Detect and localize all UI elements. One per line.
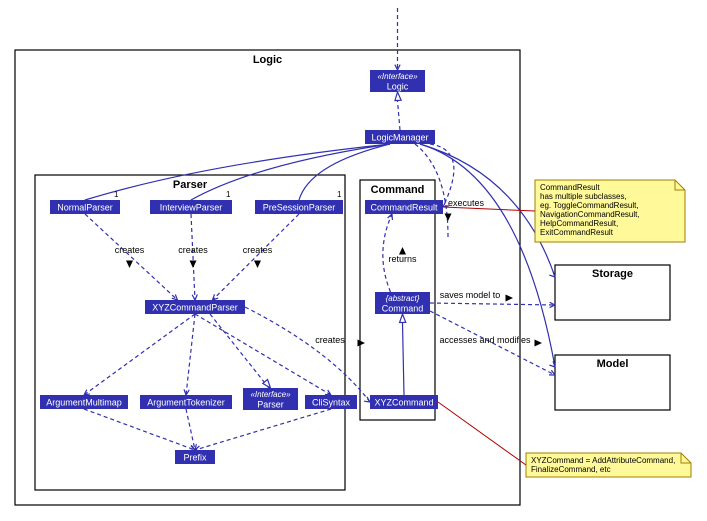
node-ifaceParser: «Interface»Parser (243, 388, 298, 410)
svg-text:PreSessionParser: PreSessionParser (263, 202, 336, 212)
svg-text:NormalParser: NormalParser (57, 202, 113, 212)
node-xyzCommand: XYZCommand (370, 395, 438, 409)
svg-text:Prefix: Prefix (183, 452, 207, 462)
svg-text:accesses and modifies: accesses and modifies (439, 335, 531, 345)
svg-text:Model: Model (597, 358, 629, 370)
svg-text:ArgumentMultimap: ArgumentMultimap (46, 397, 122, 407)
svg-text:NavigationCommandResult,: NavigationCommandResult, (540, 210, 640, 219)
svg-text:{abstract}: {abstract} (386, 294, 420, 303)
svg-text:Storage: Storage (592, 268, 633, 280)
svg-text:InterviewParser: InterviewParser (160, 202, 223, 212)
svg-text:XYZCommand = AddAttributeComma: XYZCommand = AddAttributeCommand, (531, 456, 675, 465)
svg-text:creates: creates (315, 335, 345, 345)
svg-text:executes: executes (448, 198, 485, 208)
svg-text:Parser: Parser (173, 179, 208, 191)
node-ifaceLogic: «Interface»Logic (370, 70, 425, 92)
svg-text:returns: returns (388, 254, 417, 264)
node-xyzCmdParser: XYZCommandParser (145, 300, 245, 314)
node-argMultimap: ArgumentMultimap (40, 395, 128, 409)
svg-text:has multiple subclasses,: has multiple subclasses, (540, 192, 627, 201)
svg-text:Logic: Logic (253, 54, 282, 66)
node-cliSyntax: CliSyntax (305, 395, 357, 409)
uml-diagram: Logic Parser Command Storage Model 1 1 1 creates… (0, 0, 707, 521)
svg-text:«Interface»: «Interface» (377, 72, 418, 81)
svg-text:1: 1 (226, 190, 231, 199)
node-argTokenizer: ArgumentTokenizer (140, 395, 232, 409)
svg-text:Logic: Logic (387, 81, 409, 91)
svg-text:CommandResult: CommandResult (540, 183, 600, 192)
svg-text:FinalizeCommand, etc: FinalizeCommand, etc (531, 465, 611, 474)
svg-text:Command: Command (382, 303, 424, 313)
svg-text:HelpCommandResult,: HelpCommandResult, (540, 219, 618, 228)
svg-text:ExitCommandResult: ExitCommandResult (540, 228, 614, 237)
node-abstractCmd: {abstract}Command (375, 292, 430, 314)
svg-text:creates: creates (178, 245, 208, 255)
node-commandResult: CommandResult (365, 200, 443, 214)
svg-text:«Interface»: «Interface» (250, 390, 291, 399)
node-logicManager: LogicManager (365, 130, 435, 144)
svg-text:1: 1 (337, 190, 342, 199)
svg-text:CliSyntax: CliSyntax (312, 397, 351, 407)
svg-text:XYZCommand: XYZCommand (374, 397, 433, 407)
node-interviewParser: InterviewParser (150, 200, 232, 214)
svg-text:eg. ToggleCommandResult,: eg. ToggleCommandResult, (540, 201, 639, 210)
svg-text:saves model to: saves model to (440, 290, 501, 300)
svg-text:XYZCommandParser: XYZCommandParser (152, 302, 238, 312)
svg-text:CommandResult: CommandResult (370, 202, 438, 212)
node-preSession: PreSessionParser (255, 200, 343, 214)
svg-text:Parser: Parser (257, 399, 284, 409)
node-normalParser: NormalParser (50, 200, 120, 214)
node-prefix: Prefix (175, 450, 215, 464)
svg-text:ArgumentTokenizer: ArgumentTokenizer (147, 397, 225, 407)
svg-text:Command: Command (371, 184, 425, 196)
svg-text:LogicManager: LogicManager (371, 132, 428, 142)
svg-text:creates: creates (243, 245, 273, 255)
svg-text:creates: creates (115, 245, 145, 255)
svg-text:1: 1 (114, 190, 119, 199)
